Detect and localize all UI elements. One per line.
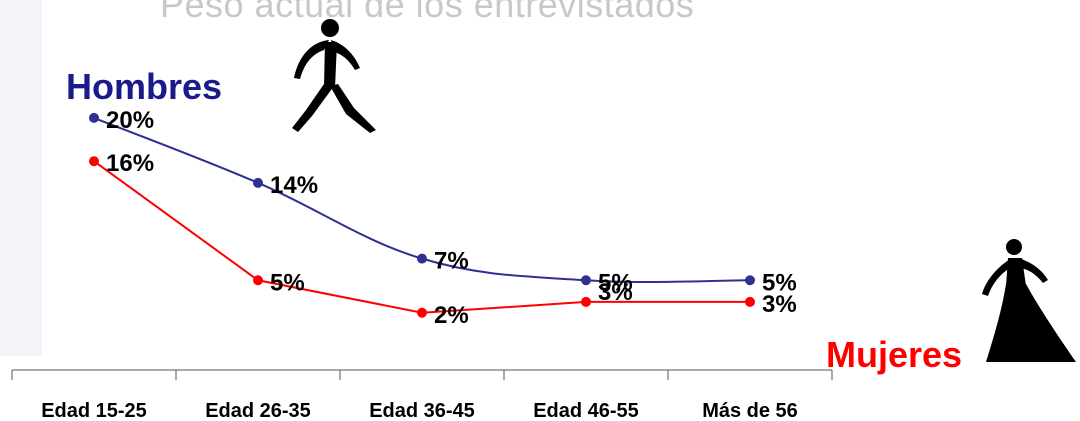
data-point-mujeres [745, 296, 755, 307]
chart-title: Peso actual de los entrevistados [160, 0, 695, 25]
data-point-mujeres [253, 275, 263, 286]
walking-man-icon [292, 19, 376, 133]
data-label: 16% [106, 150, 154, 177]
data-label: 2% [434, 302, 469, 329]
data-point-mujeres [89, 156, 99, 167]
data-label: 3% [762, 291, 797, 318]
woman-in-dress-icon [982, 239, 1076, 362]
series-label-hombres: Hombres [66, 66, 223, 107]
data-point-hombres [253, 177, 263, 188]
x-tick-label: Edad 36-45 [369, 400, 475, 421]
data-labels: 20% 14% 7% 5% 5% 16% 5% 2% 3% 3% [106, 107, 797, 329]
data-point-hombres [745, 275, 755, 286]
data-label: 3% [598, 279, 633, 306]
data-point-mujeres [417, 307, 427, 318]
x-tick-label: Más de 56 [702, 400, 798, 421]
series-line-mujeres [93, 160, 750, 314]
x-axis: Edad 15-25 Edad 26-35 Edad 36-45 Edad 46-55… [11, 369, 833, 421]
x-tick-label: Edad 46-55 [533, 400, 639, 421]
data-point-hombres [417, 253, 427, 264]
data-label: 20% [106, 107, 154, 134]
data-label: 5% [762, 269, 797, 296]
data-label: 14% [270, 172, 318, 199]
series-layer [89, 112, 755, 318]
x-tick-label: Edad 15-25 [41, 400, 147, 421]
data-label: 5% [270, 269, 305, 296]
x-tick-label: Edad 26-35 [205, 400, 311, 421]
data-point-hombres [89, 112, 99, 123]
series-label-mujeres: Mujeres [826, 334, 963, 375]
data-label: 5% [598, 269, 633, 296]
data-label: 7% [434, 248, 469, 275]
data-point-mujeres [581, 296, 591, 307]
data-point-hombres [581, 275, 591, 286]
side-panel [0, 0, 42, 356]
